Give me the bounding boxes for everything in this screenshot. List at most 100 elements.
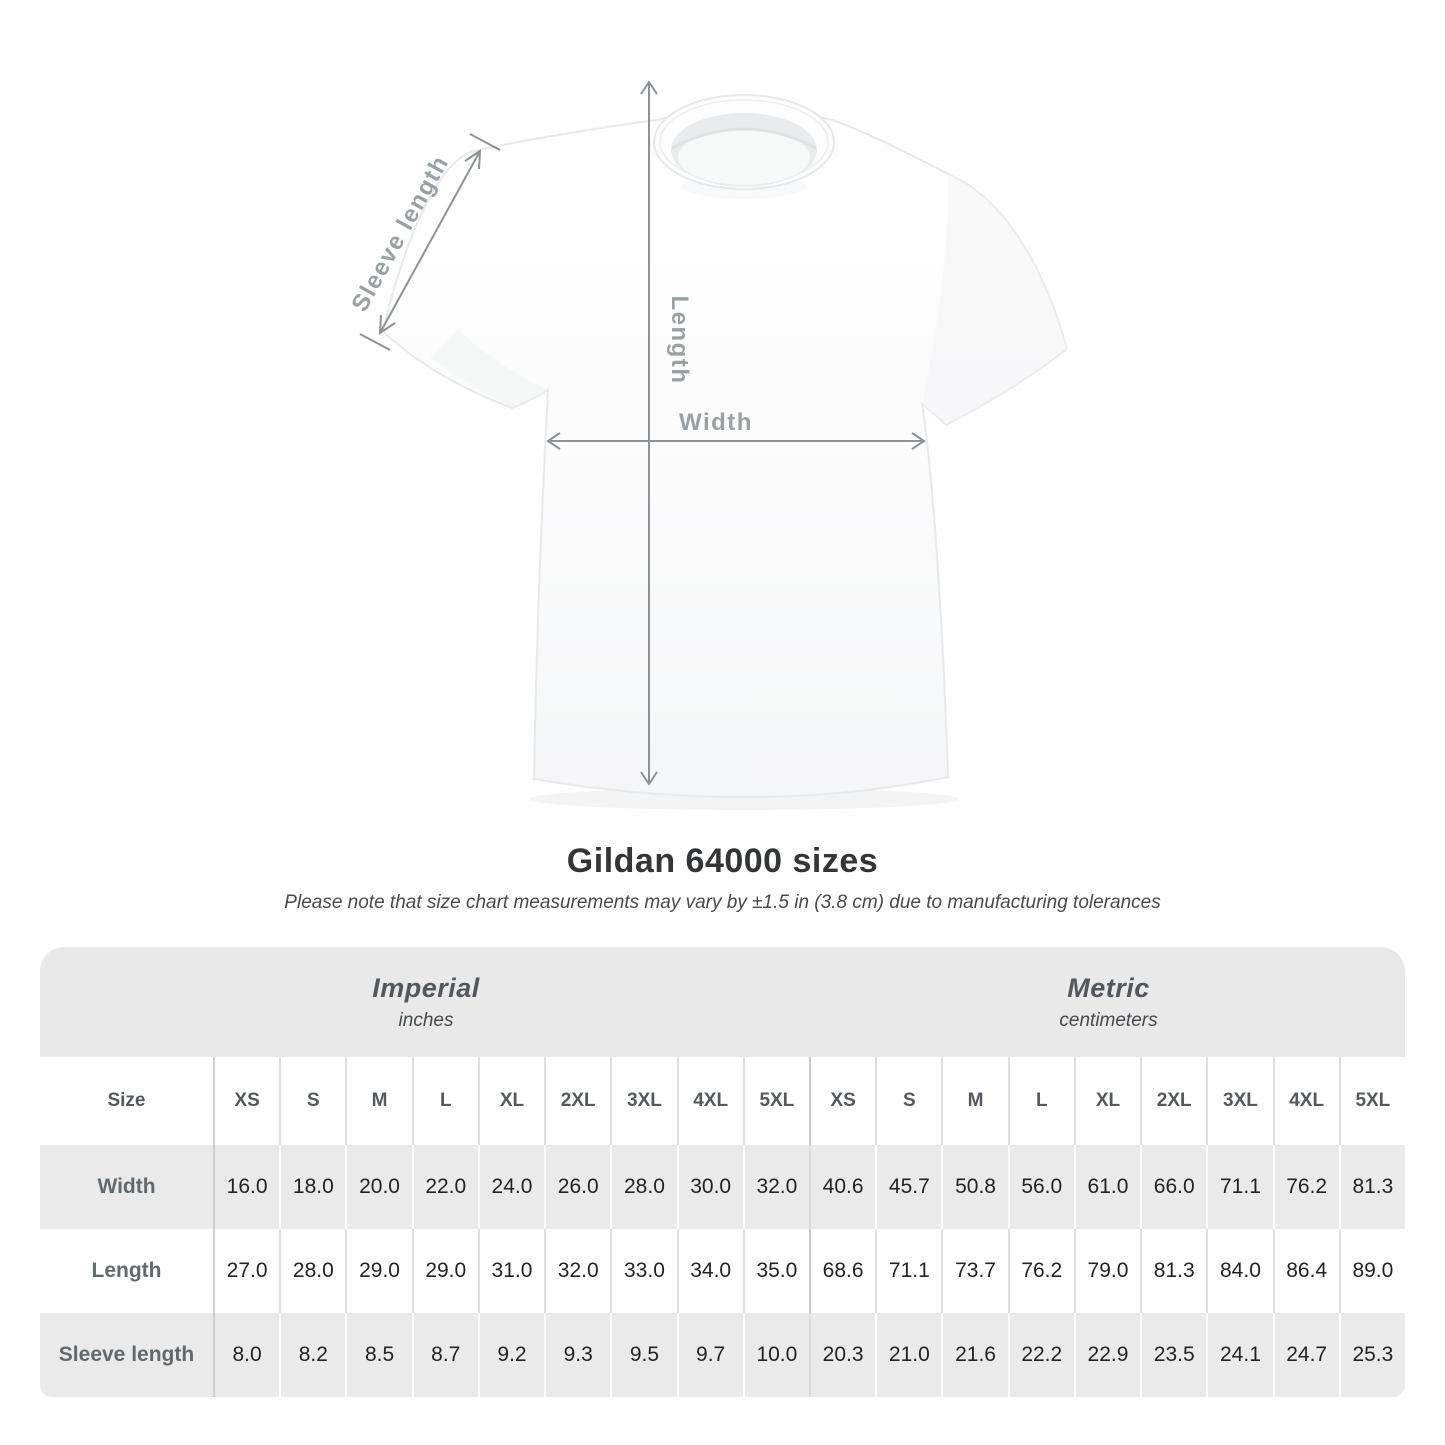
sleeve-length-value-cell: 10.0 [742,1313,809,1397]
table-row-length: Length 27.0 28.0 29.0 29.0 31.0 32.0 33.0 34.0 3… [40,1229,1405,1313]
size-chart-table: Imperial inches Metric centimeters Size … [40,947,1405,1397]
length-value-cell: 29.0 [345,1229,411,1313]
size-column-header: 3XL [1206,1057,1272,1145]
collar-inner-shadow [671,127,817,150]
width-value-cell: 66.0 [1140,1145,1206,1229]
metric-unit-header: Metric centimeters [812,947,1405,1057]
unit-band: Imperial inches Metric centimeters [40,947,1405,1057]
size-column-header: L [1007,1057,1074,1145]
row-label-width: Width [97,1175,156,1198]
sleeve-length-arrow [359,133,501,351]
length-value-cell: 29.0 [411,1229,478,1313]
sleeve-length-value-cell: 22.2 [1007,1313,1074,1397]
size-corner-label: Size [107,1090,146,1111]
sleeve-length-value-cell: 21.6 [941,1313,1007,1397]
width-value-cell: 20.0 [345,1145,411,1229]
sleeve-length-value-cell: 8.2 [279,1313,345,1397]
width-value-cell: 40.6 [808,1145,875,1229]
length-value-cell: 34.0 [676,1229,743,1313]
length-value-cell: 79.0 [1073,1229,1140,1313]
width-value-cell: 26.0 [544,1145,610,1229]
size-column-header: L [411,1057,478,1145]
metric-sublabel: centimeters [1059,1009,1158,1031]
sleeve-length-value-cell: 9.7 [676,1313,743,1397]
length-value-cell: 68.6 [808,1229,875,1313]
shirt-shadow [529,788,959,810]
width-arrow [546,432,926,450]
length-value-cell: 84.0 [1206,1229,1272,1313]
width-value-cell: 30.0 [676,1145,743,1229]
sleeve-length-value-cell: 24.1 [1206,1313,1272,1397]
size-column-header: M [345,1057,411,1145]
size-column-header: XL [477,1057,544,1145]
width-value-cell: 22.0 [411,1145,478,1229]
sleeve-length-value-cell: 8.5 [345,1313,411,1397]
length-value-cell: 28.0 [279,1229,345,1313]
length-value-cell: 86.4 [1272,1229,1339,1313]
tshirt-graphic [382,107,1069,799]
length-value-cell: 89.0 [1338,1229,1405,1313]
size-column-header: XS [213,1057,279,1145]
size-column-header: 5XL [742,1057,809,1145]
page-title: Gildan 64000 sizes [566,842,879,880]
size-header-row: Size XS S M L XL 2XL 3XL 4XL 5XL XS S M L XL 2XL 3XL 4XL… [40,1057,1405,1145]
size-column-header: M [941,1057,1007,1145]
length-value-cell: 33.0 [610,1229,676,1313]
width-value-cell: 32.0 [742,1145,809,1229]
size-column-header: 5XL [1338,1057,1405,1145]
sleeve-length-value-cell: 24.7 [1272,1313,1339,1397]
length-value-cell: 81.3 [1140,1229,1206,1313]
row-label-sleeve-length: Sleeve length [58,1343,195,1366]
size-column-header: 2XL [544,1057,610,1145]
length-value-cell: 31.0 [477,1229,544,1313]
sleeve-length-value-cell: 8.7 [411,1313,478,1397]
length-label: Length [666,296,693,385]
width-value-cell: 71.1 [1206,1145,1272,1229]
length-value-cell: 73.7 [941,1229,1007,1313]
tshirt-measurement-figure: Sleeve length Length Width [346,80,1069,810]
sleeve-length-value-cell: 22.9 [1073,1313,1140,1397]
length-value-cell: 32.0 [544,1229,610,1313]
metric-label: Metric [1067,972,1150,1003]
table-row-width: Width 16.0 18.0 20.0 22.0 24.0 26.0 28.0 30.0 32… [40,1145,1405,1229]
size-column-header: 3XL [610,1057,676,1145]
size-column-header: 2XL [1140,1057,1206,1145]
sleeve-length-value-cell: 8.0 [213,1313,279,1397]
size-column-header: 4XL [1272,1057,1339,1145]
sleeve-length-value-cell: 21.0 [875,1313,941,1397]
length-value-cell: 35.0 [742,1229,809,1313]
imperial-sublabel: inches [398,1009,454,1031]
width-value-cell: 81.3 [1338,1145,1405,1229]
tolerance-note: Please note that size chart measurements… [284,892,1161,913]
size-column-header: S [279,1057,345,1145]
width-label: Width [679,409,753,436]
width-value-cell: 76.2 [1272,1145,1339,1229]
left-sleeve-shade [430,330,548,408]
width-value-cell: 45.7 [875,1145,941,1229]
width-value-cell: 16.0 [213,1145,279,1229]
size-column-header: XS [808,1057,875,1145]
length-arrow [640,80,658,786]
sleeve-length-value-cell: 20.3 [808,1313,875,1397]
collar-inside-back [678,129,810,185]
length-value-cell: 27.0 [213,1229,279,1313]
size-column-header: 4XL [676,1057,743,1145]
table-row-sleeve-length: Sleeve length 8.0 8.2 8.5 8.7 9.2 9.3 9.5 9.7 10… [40,1313,1405,1397]
imperial-unit-header: Imperial inches [40,947,812,1057]
sleeve-length-value-cell: 25.3 [1338,1313,1405,1397]
width-value-cell: 24.0 [477,1145,544,1229]
sleeve-length-value-cell: 9.5 [610,1313,676,1397]
sleeve-length-value-cell: 9.2 [477,1313,544,1397]
size-column-header: XL [1073,1057,1140,1145]
size-column-header: S [875,1057,941,1145]
row-label-length: Length [91,1259,162,1282]
width-value-cell: 61.0 [1073,1145,1140,1229]
length-value-cell: 76.2 [1007,1229,1074,1313]
sleeve-length-value-cell: 23.5 [1140,1313,1206,1397]
length-value-cell: 71.1 [875,1229,941,1313]
right-sleeve-shade [922,174,1067,425]
sleeve-length-value-cell: 9.3 [544,1313,610,1397]
width-value-cell: 50.8 [941,1145,1007,1229]
width-value-cell: 28.0 [610,1145,676,1229]
